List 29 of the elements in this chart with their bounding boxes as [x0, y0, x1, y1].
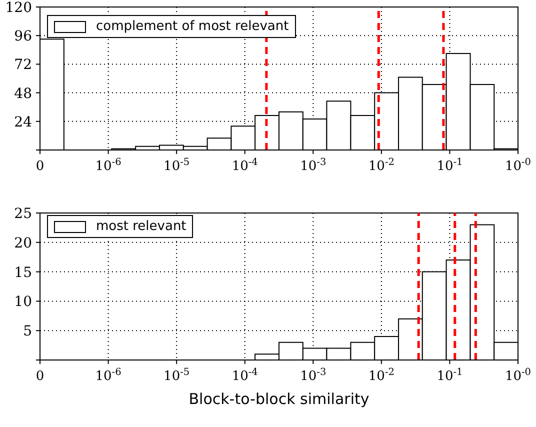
y-tick-label: 5 — [23, 324, 32, 340]
x-tick-label: 10$^{-6}$ — [95, 366, 122, 384]
legend-label: complement of most relevant — [96, 19, 289, 34]
x-tick-label: 10$^{-1}$ — [436, 366, 463, 384]
x-tick-label: 10$^{-3}$ — [300, 156, 326, 174]
x-tick-label: 10$^{-3}$ — [300, 366, 326, 384]
x-tick-label: 0 — [36, 369, 44, 384]
y-tick-label: 48 — [14, 86, 32, 102]
y-tick-label: 20 — [14, 235, 32, 252]
x-tick-label: 10$^{-5}$ — [164, 156, 190, 174]
legend-label: most relevant — [96, 219, 186, 234]
x-tick-label: 10$^{-4}$ — [232, 366, 258, 384]
y-tick-label: 96 — [14, 28, 32, 45]
x-tick-label: 10$^{-0}$ — [504, 156, 532, 174]
y-tick-label: 25 — [14, 206, 32, 222]
y-tick-label: 72 — [14, 57, 32, 74]
x-tick-label: 10$^{-2}$ — [368, 366, 394, 384]
x-axis-title: Block-to-block similarity — [188, 390, 370, 408]
y-tick-label: 10 — [14, 294, 32, 310]
x-tick-label: 10$^{-4}$ — [232, 156, 258, 174]
x-tick-label: 10$^{-2}$ — [368, 156, 394, 174]
y-tick-label: 120 — [5, 0, 32, 16]
x-tick-label: 0 — [36, 159, 44, 174]
x-tick-label: 10$^{-0}$ — [504, 366, 532, 384]
y-tick-label: 15 — [14, 264, 32, 281]
y-tick-label: 24 — [14, 114, 32, 130]
x-tick-label: 10$^{-5}$ — [164, 366, 190, 384]
x-tick-label: 10$^{-6}$ — [95, 156, 122, 174]
x-tick-label: 10$^{-1}$ — [436, 156, 463, 174]
